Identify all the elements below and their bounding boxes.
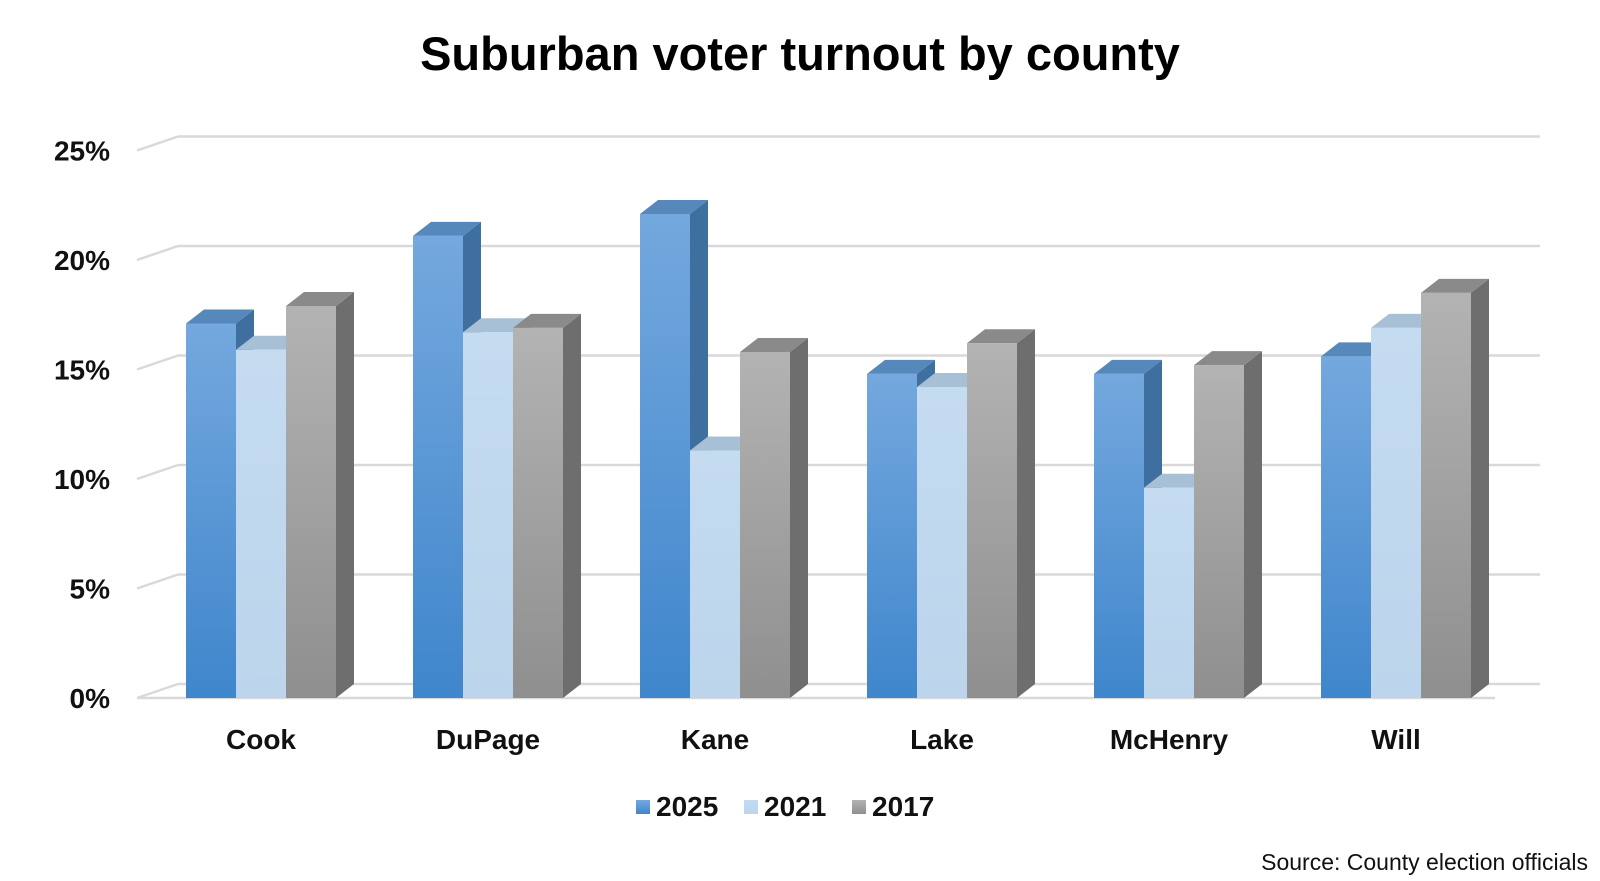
bar-top bbox=[1094, 359, 1162, 374]
bar-side bbox=[1471, 278, 1489, 698]
bar-top bbox=[186, 309, 254, 324]
x-tick-label: Kane bbox=[681, 724, 749, 755]
bar-front bbox=[236, 349, 286, 698]
bar-side bbox=[336, 291, 354, 698]
y-tick-label: 10% bbox=[54, 464, 110, 495]
bar-top bbox=[640, 200, 708, 215]
bar-top bbox=[286, 291, 354, 306]
y-tick-label: 15% bbox=[54, 355, 110, 386]
source-note: Source: County election officials bbox=[1261, 849, 1588, 875]
bar-front bbox=[640, 214, 690, 698]
legend-item: 2025 bbox=[636, 791, 718, 822]
x-tick-label: Cook bbox=[226, 724, 296, 755]
gridlines bbox=[136, 135, 1540, 700]
legend-swatch bbox=[636, 800, 650, 814]
legend: 2025 2021 2017 bbox=[636, 791, 934, 822]
chart-title: Suburban voter turnout by county bbox=[420, 27, 1180, 80]
x-tick-label: DuPage bbox=[436, 724, 540, 755]
bar-front bbox=[1144, 487, 1194, 698]
bar-front bbox=[1321, 356, 1371, 698]
gridline-side bbox=[136, 354, 179, 371]
legend-label: 2025 bbox=[656, 791, 718, 822]
bar-top bbox=[967, 329, 1035, 344]
gridline-side bbox=[136, 244, 179, 262]
bar bbox=[1194, 351, 1262, 698]
bar-front bbox=[463, 332, 513, 698]
bar-front bbox=[1194, 365, 1244, 698]
bar-front bbox=[867, 373, 917, 698]
bar-side bbox=[1017, 329, 1035, 698]
bar-front bbox=[1371, 327, 1421, 698]
bar-top bbox=[413, 221, 481, 236]
bar-top bbox=[513, 313, 581, 328]
bar-front bbox=[413, 235, 463, 698]
bar-top bbox=[1421, 278, 1489, 293]
bar bbox=[967, 329, 1035, 698]
x-axis: Cook DuPage Kane Lake McHenry Will bbox=[226, 724, 1421, 755]
x-tick-label: McHenry bbox=[1110, 724, 1229, 755]
gridline-side bbox=[136, 135, 179, 152]
bar bbox=[740, 337, 808, 698]
gridline-side bbox=[136, 682, 179, 700]
bar-top bbox=[740, 337, 808, 352]
y-tick-label: 20% bbox=[54, 245, 110, 276]
bar-front bbox=[917, 387, 967, 698]
bar-top bbox=[1194, 351, 1262, 366]
y-tick-label: 25% bbox=[54, 136, 110, 167]
bar bbox=[286, 291, 354, 698]
y-tick-label: 0% bbox=[70, 683, 111, 714]
gridline-side bbox=[136, 573, 179, 590]
bar-front bbox=[967, 343, 1017, 698]
legend-swatch bbox=[852, 800, 866, 814]
bar-front bbox=[186, 323, 236, 698]
legend-swatch bbox=[744, 800, 758, 814]
legend-label: 2017 bbox=[872, 791, 934, 822]
legend-item: 2017 bbox=[852, 791, 934, 822]
legend-item: 2021 bbox=[744, 791, 826, 822]
bar-side bbox=[1244, 351, 1262, 698]
bar-front bbox=[1421, 292, 1471, 698]
bar-top bbox=[867, 359, 935, 374]
legend-label: 2021 bbox=[764, 791, 826, 822]
bar-front bbox=[690, 450, 740, 698]
bars bbox=[186, 200, 1489, 698]
y-axis: 0% 5% 10% 15% 20% 25% bbox=[54, 136, 110, 715]
gridline-side bbox=[136, 463, 179, 481]
bar bbox=[513, 313, 581, 698]
bar-front bbox=[1094, 373, 1144, 698]
x-tick-label: Will bbox=[1371, 724, 1421, 755]
x-tick-label: Lake bbox=[910, 724, 974, 755]
bar-side bbox=[790, 337, 808, 698]
bar-front bbox=[286, 305, 336, 698]
bar bbox=[1421, 278, 1489, 698]
bar bbox=[640, 200, 708, 698]
bar-front bbox=[513, 327, 563, 698]
bar-front bbox=[740, 351, 790, 698]
bar-side bbox=[563, 313, 581, 698]
y-tick-label: 5% bbox=[70, 574, 111, 605]
